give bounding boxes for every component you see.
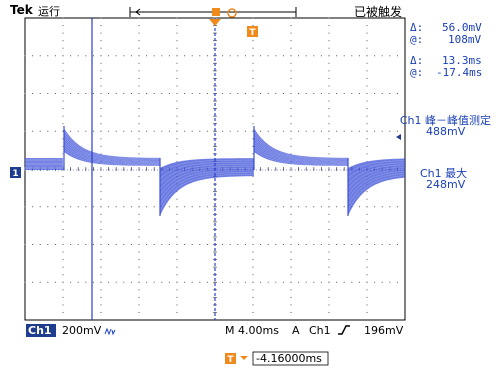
volts-per-div[interactable]: 200mV bbox=[62, 324, 102, 337]
record-position-bar[interactable] bbox=[129, 7, 297, 18]
ch1-level-arrow-icon bbox=[396, 134, 401, 140]
trigger-point-icon bbox=[209, 19, 221, 26]
ch1-channel-label[interactable]: Ch1 bbox=[26, 324, 56, 337]
time-delta-label: Δ: bbox=[410, 54, 424, 67]
horizontal-position-marker bbox=[225, 353, 236, 364]
rising-edge-icon bbox=[338, 325, 350, 335]
amplitude-at-label: @: bbox=[410, 33, 424, 46]
measurement-max-label[interactable]: Ch1 最大 bbox=[420, 167, 468, 180]
brand-logo: Tek bbox=[10, 3, 33, 17]
run-state: 运行 bbox=[38, 5, 60, 18]
amplitude-delta-label: Δ: bbox=[410, 21, 424, 34]
timebase[interactable]: M 4.00ms bbox=[225, 324, 279, 337]
amplitude-delta-value: 56.0mV bbox=[442, 21, 482, 34]
trigger-level[interactable]: 196mV bbox=[364, 324, 404, 337]
time-at-value: -17.4ms bbox=[436, 66, 483, 79]
horizontal-position-value: -4.16000ms bbox=[256, 352, 322, 365]
ch1-marker-label: 1 bbox=[12, 169, 18, 179]
acquisition-mode: A bbox=[292, 324, 300, 337]
trigger-status: 已被触发 bbox=[354, 5, 403, 19]
measurement-max-value: 248mV bbox=[426, 178, 466, 191]
amplitude-at-value: 108mV bbox=[448, 33, 482, 46]
ch1-ground-marker[interactable] bbox=[10, 167, 21, 178]
measurement-pk-pk-label[interactable]: Ch1 峰－峰值测定 bbox=[399, 114, 491, 127]
trigger-level-letter: T bbox=[249, 28, 256, 38]
measurement-pk-pk-value: 488mV bbox=[426, 125, 466, 138]
position-arrow-icon bbox=[240, 356, 248, 360]
bandwidth-limit-icon bbox=[104, 327, 116, 336]
trigger-channel[interactable]: Ch1 bbox=[309, 324, 331, 337]
trigger-level-icon[interactable] bbox=[247, 26, 258, 37]
time-at-label: @: bbox=[410, 66, 424, 79]
horizontal-position-box[interactable] bbox=[252, 351, 329, 366]
time-delta-value: 13.3ms bbox=[442, 54, 482, 67]
horizontal-position-letter: T bbox=[227, 355, 234, 365]
